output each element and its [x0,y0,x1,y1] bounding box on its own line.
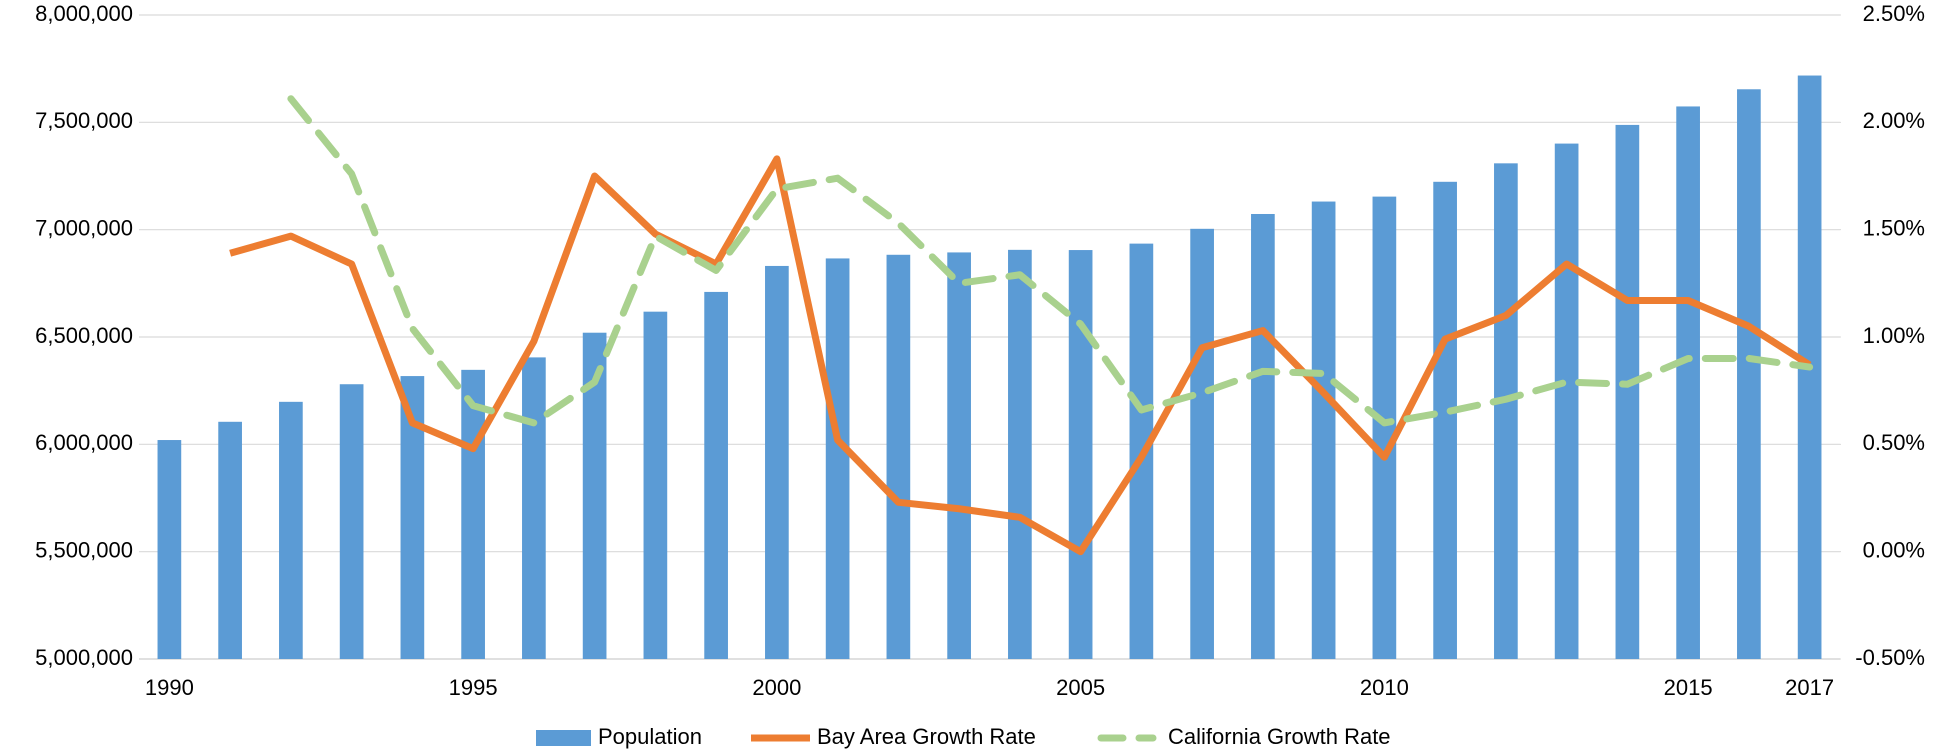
y-tick-label: 7,500,000 [35,108,133,133]
y2-tick-label: 1.00% [1863,323,1925,348]
y2-tick-label: 0.00% [1863,537,1925,562]
bar [1190,228,1214,660]
legend-label: Population [598,724,702,749]
x-tick-label: 2005 [1056,675,1105,700]
bar [1372,196,1397,659]
bar [947,252,971,659]
x-tick-label: 2010 [1360,675,1409,700]
bar [1494,163,1518,660]
y-tick-label: 5,000,000 [35,645,133,670]
x-tick-label: 2015 [1664,675,1713,700]
bar [886,254,911,660]
x-tick-label: 1990 [145,675,194,700]
bar [1008,249,1032,659]
bar [825,258,850,659]
bar [218,421,242,659]
bar [1068,250,1093,659]
bar [522,357,546,659]
bar [1554,143,1579,659]
bar [582,332,607,659]
bar [1433,181,1457,659]
bar [339,384,364,659]
bar [765,265,789,659]
x-tick-label: 1995 [449,675,498,700]
y-tick-label: 6,000,000 [35,430,133,455]
y2-tick-label: 0.50% [1863,430,1925,455]
y2-tick-label: 2.50% [1863,1,1925,26]
legend-label: Bay Area Growth Rate [817,724,1036,749]
x-tick-label: 2017 [1785,675,1834,700]
y2-tick-label: 2.00% [1863,108,1925,133]
bar [704,291,728,659]
y-tick-label: 5,500,000 [35,537,133,562]
bar [1615,124,1640,660]
bar [400,376,425,659]
bar [1251,213,1275,659]
bar [461,369,485,659]
x-tick-label: 2000 [752,675,801,700]
bar [279,401,303,659]
y-tick-label: 8,000,000 [35,1,133,26]
y-tick-label: 6,500,000 [35,323,133,348]
y2-tick-label: -0.50% [1855,645,1925,670]
line [287,95,1814,427]
y-tick-label: 7,000,000 [35,215,133,240]
y2-tick-label: 1.50% [1863,215,1925,240]
bar [1311,201,1336,659]
bar [1676,106,1700,659]
legend-label: California Growth Rate [1168,724,1391,749]
bar [1737,89,1761,660]
legend-swatch [536,730,591,746]
bar [157,440,182,659]
bar [643,311,668,659]
